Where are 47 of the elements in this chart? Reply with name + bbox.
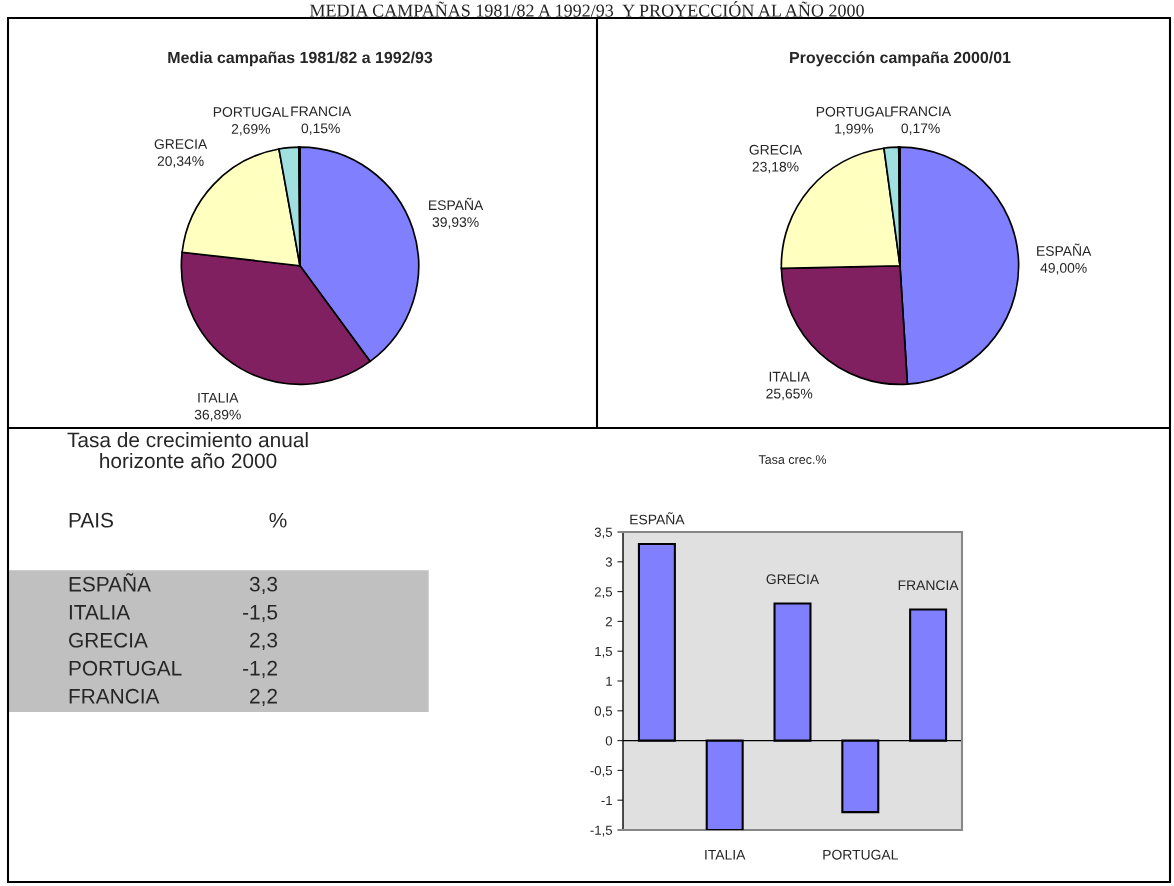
y-tick-label: 2,5	[594, 587, 613, 599]
slice-label: ESPAÑA	[1037, 243, 1092, 256]
data-label: 39,93%	[432, 217, 479, 229]
chart-title: Media campañas 1981/82 a 1992/93	[168, 51, 433, 67]
data-label: 49,00%	[1040, 263, 1087, 275]
data-label: 20,34%	[157, 156, 204, 168]
data-label: 2,69%	[231, 124, 271, 136]
text: -1,5	[243, 605, 278, 623]
text: PAIS	[69, 512, 113, 528]
text: 3,3	[249, 576, 278, 595]
text: %	[269, 512, 287, 528]
y-tick-label: 3,5	[594, 527, 613, 539]
y-tick-label: 3	[605, 557, 612, 567]
y-tick-label: -1	[601, 795, 612, 805]
slice-label: GRECIA	[154, 139, 208, 149]
slice-label: PORTUGAL	[213, 107, 289, 117]
data-label: 36,89%	[194, 409, 241, 422]
slice-label: FRANCIA	[891, 106, 952, 117]
text: MEDIA CAMPAÑAS 1981/82 A 1992/93 Y PROYECCIÓN AL AÑO 2000	[309, 1, 864, 17]
data-label: 23,18%	[752, 161, 799, 174]
text: 2,3	[250, 632, 278, 651]
slice-label: ITALIA	[769, 371, 810, 382]
slice-label: ESPAÑA	[429, 197, 484, 211]
y-tick-label: -0,5	[590, 765, 613, 777]
slice-label: PORTUGAL	[816, 106, 892, 117]
y-tick-label: -1,5	[590, 825, 613, 837]
slice-label: GRECIA	[749, 144, 803, 155]
y-tick-label: 1	[606, 676, 612, 686]
category-label: FRANCIA	[69, 688, 160, 704]
data-label: 0,17%	[901, 123, 940, 135]
chart-title: Tasa crec.%	[758, 455, 827, 464]
category-label: GRECIA	[69, 632, 148, 648]
y-tick-label: 0,5	[594, 706, 613, 718]
category-label: PORTUGAL	[69, 660, 182, 676]
slice-label: FRANCIA	[291, 106, 352, 117]
chart-title: Proyección campaña 2000/01	[790, 51, 1011, 67]
y-tick-label: 0	[605, 736, 613, 746]
text: 2,2	[250, 688, 277, 707]
text: Tasa de crecimiento anual horizonte año 2000	[67, 432, 308, 469]
text: -1,2	[243, 660, 277, 679]
slice-label: ITALIA	[198, 392, 239, 403]
y-tick-label: 2	[605, 616, 612, 627]
data-label: 1,99%	[835, 123, 874, 136]
y-tick-label: 1,5	[595, 646, 613, 658]
category-label: ITALIA	[69, 605, 131, 620]
data-label: 0,15%	[301, 123, 340, 135]
data-label: 25,65%	[766, 388, 813, 401]
